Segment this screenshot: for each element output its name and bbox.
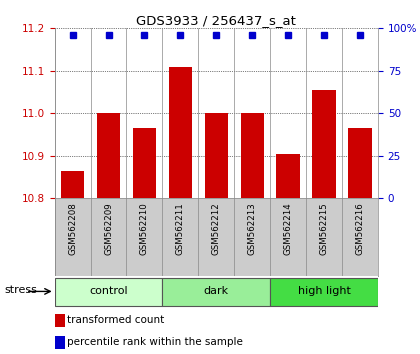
Bar [312,90,336,198]
Bar [270,278,378,306]
Text: control: control [89,286,128,296]
Bar [55,336,65,349]
Bar [55,278,163,306]
Bar [55,314,65,327]
Text: percentile rank within the sample: percentile rank within the sample [67,337,243,348]
Text: transformed count: transformed count [67,315,164,325]
Text: GSM562211: GSM562211 [176,202,185,255]
Text: GSM562210: GSM562210 [140,202,149,255]
Bar [163,278,270,306]
Bar [97,113,120,198]
Bar [61,171,84,198]
Text: GSM562215: GSM562215 [320,202,328,255]
Bar [133,128,156,198]
Text: stress: stress [4,285,37,296]
Bar [276,154,300,198]
Title: GDS3933 / 256437_s_at: GDS3933 / 256437_s_at [136,14,296,27]
Text: GSM562213: GSM562213 [248,202,257,255]
Text: dark: dark [204,286,229,296]
Bar [205,113,228,198]
Text: GSM562209: GSM562209 [104,202,113,255]
Bar [348,128,372,198]
Text: GSM562212: GSM562212 [212,202,221,255]
Bar [241,113,264,198]
Text: GSM562216: GSM562216 [356,202,365,255]
Text: high light: high light [298,286,351,296]
Text: GSM562208: GSM562208 [68,202,77,255]
Text: GSM562214: GSM562214 [284,202,293,255]
Bar [169,67,192,198]
